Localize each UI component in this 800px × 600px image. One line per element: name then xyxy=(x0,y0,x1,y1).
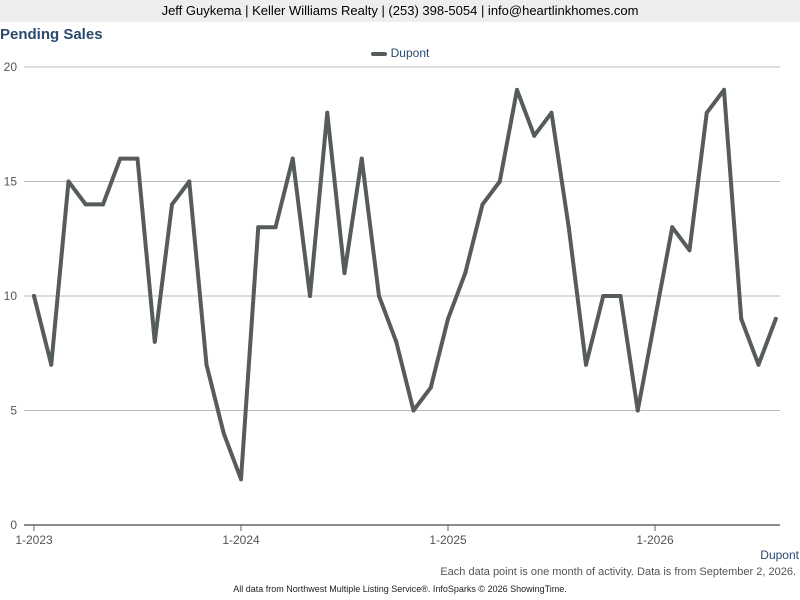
data-point xyxy=(722,87,726,92)
data-point xyxy=(704,110,709,115)
y-tick-label: 5 xyxy=(10,404,17,418)
chart-title: Pending Sales xyxy=(0,26,103,43)
data-point xyxy=(256,225,261,230)
series-layer xyxy=(32,87,778,482)
data-point xyxy=(532,133,537,138)
x-tick-label: 1-2023 xyxy=(15,533,53,547)
data-point xyxy=(377,294,381,298)
data-point xyxy=(480,202,485,207)
y-tick-label: 0 xyxy=(10,518,17,532)
data-point xyxy=(670,225,675,230)
data-point xyxy=(290,156,295,161)
attribution-footer: All data from Northwest Multiple Listing… xyxy=(233,584,567,594)
data-point xyxy=(687,248,692,253)
data-point xyxy=(325,110,330,115)
data-point xyxy=(394,339,399,344)
series-line-dupont xyxy=(32,87,778,482)
agent-contact-banner: Jeff Guykema | Keller Williams Realty | … xyxy=(0,0,800,22)
data-point xyxy=(601,294,606,298)
data-point xyxy=(411,408,416,413)
data-point xyxy=(308,294,312,298)
x-tick-label: 1-2024 xyxy=(222,533,260,547)
y-tick-label: 20 xyxy=(4,60,18,74)
data-point xyxy=(446,316,450,321)
data-point xyxy=(152,339,157,344)
data-point xyxy=(66,179,71,184)
data-point xyxy=(618,294,623,298)
data-point xyxy=(170,202,174,207)
data-point xyxy=(773,316,778,321)
legend-label: Dupont xyxy=(390,46,430,60)
data-point xyxy=(187,179,192,184)
data-point xyxy=(49,362,54,367)
data-point xyxy=(653,316,657,321)
legend-swatch xyxy=(370,51,387,56)
data-point xyxy=(428,385,433,390)
data-point xyxy=(101,202,105,207)
data-point xyxy=(739,316,744,321)
data-point xyxy=(515,87,519,92)
y-tick-label: 15 xyxy=(4,175,18,189)
area-label: Dupont xyxy=(760,548,799,562)
data-point xyxy=(83,202,88,207)
data-point xyxy=(359,156,364,161)
chart-legend: Dupont xyxy=(0,46,800,60)
data-point xyxy=(118,156,123,161)
y-tick-label: 10 xyxy=(4,289,18,303)
data-point xyxy=(204,362,209,367)
data-point xyxy=(463,271,468,276)
data-point xyxy=(273,225,278,230)
gridlines xyxy=(24,66,780,411)
y-axis-ticks: 0 5 10 15 20 xyxy=(4,60,18,532)
data-point xyxy=(221,431,226,436)
data-point xyxy=(635,408,640,413)
x-tick-label: 1-2025 xyxy=(429,533,467,547)
data-point xyxy=(584,362,588,367)
data-point xyxy=(549,110,554,115)
data-point xyxy=(239,477,243,482)
x-axis: 1-2023 1-2024 1-2025 1-2026 xyxy=(15,524,780,547)
data-point xyxy=(135,156,140,161)
data-point xyxy=(342,271,347,276)
data-point xyxy=(497,179,502,184)
data-point xyxy=(566,225,571,230)
x-tick-label: 1-2026 xyxy=(636,533,674,547)
data-point xyxy=(756,362,761,367)
data-point xyxy=(32,294,36,298)
data-note: Each data point is one month of activity… xyxy=(440,566,796,578)
